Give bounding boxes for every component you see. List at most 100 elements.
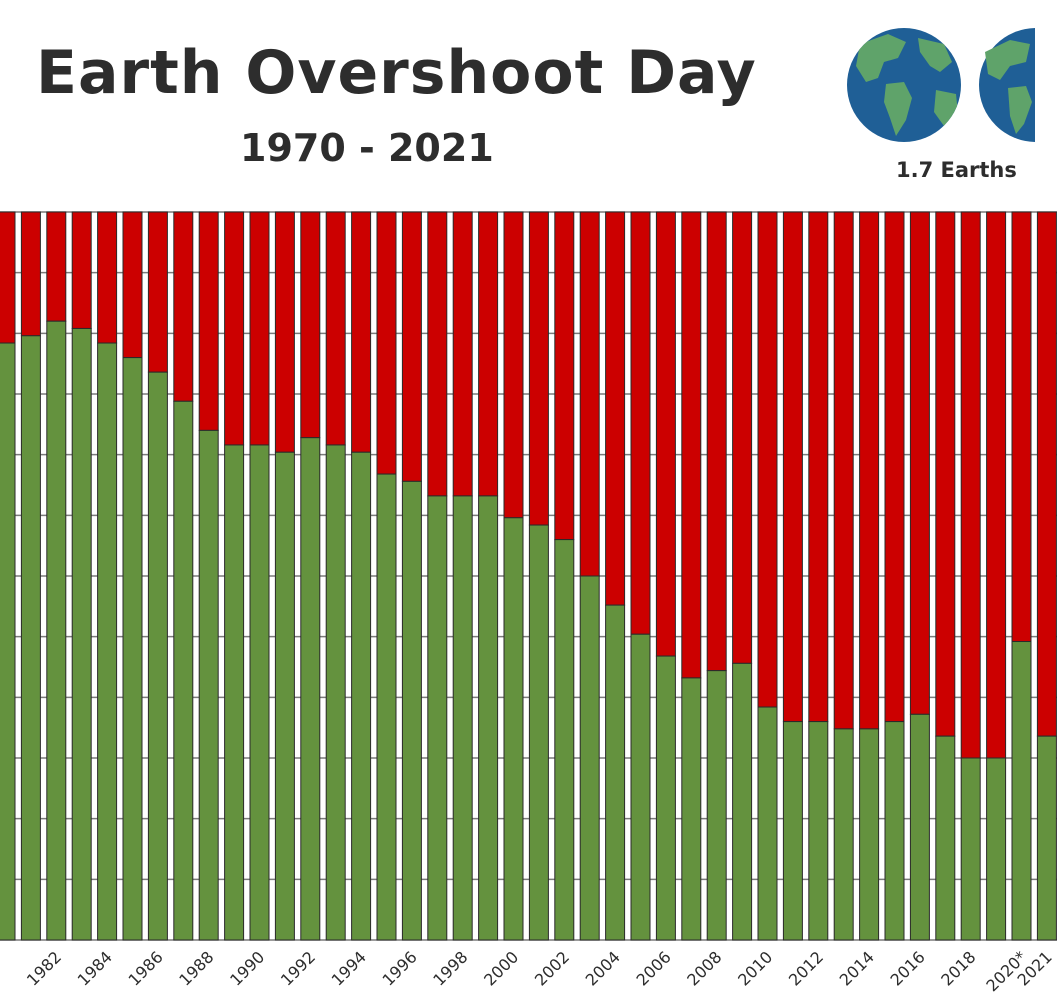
chart-subtitle: 1970 - 2021 (240, 126, 494, 170)
x-tick-label: 2014 (836, 947, 878, 989)
bar-green-2000 (503, 517, 524, 941)
bar-green-2003 (579, 575, 600, 941)
x-tick-label: 1992 (277, 947, 319, 989)
x-tick-label: 2000 (480, 947, 522, 989)
bar-red-1990 (249, 211, 270, 446)
bar-red-2006 (655, 211, 676, 657)
bar-green-2004 (605, 604, 626, 941)
bar-green-2017 (935, 735, 956, 941)
bar-green-2012 (808, 721, 829, 941)
x-tick-label: 1984 (74, 947, 116, 989)
bar-red-2009 (732, 211, 753, 664)
bar-red-1987 (173, 211, 194, 402)
bar-red-2005 (630, 211, 651, 635)
bar-green-1993 (325, 444, 346, 941)
bar-red-2020* (1011, 211, 1032, 643)
bar-red-2004 (605, 211, 626, 606)
bar-green-1982 (46, 320, 67, 941)
bar-red-1989 (224, 211, 245, 446)
bar-green-1988 (198, 429, 219, 941)
bar-red-2017 (935, 211, 956, 737)
x-tick-label: 1982 (23, 947, 65, 989)
bar-red-1996 (401, 211, 422, 482)
bar-red-2011 (782, 211, 803, 723)
bar-red-1985 (122, 211, 143, 359)
bar-red-2008 (706, 211, 727, 672)
x-tick-label: 2008 (683, 947, 725, 989)
bar-green-2009 (732, 662, 753, 941)
bar-green-2005 (630, 633, 651, 941)
bar-red-1982 (46, 211, 67, 322)
x-tick-label: 1998 (429, 947, 471, 989)
bar-green-2002 (554, 539, 575, 941)
x-tick-label: 1996 (379, 947, 421, 989)
bar-red-1999 (478, 211, 499, 497)
bar-red-1984 (97, 211, 118, 344)
x-tick-label: 1990 (226, 947, 268, 989)
bar-green-1989 (224, 444, 245, 941)
x-tick-label: 2012 (785, 947, 827, 989)
bar-red-1992 (300, 211, 321, 439)
bar-red-1991 (274, 211, 295, 453)
bar-red-2003 (579, 211, 600, 577)
earths-illustration (847, 28, 1035, 142)
bar-red-2014 (859, 211, 880, 730)
bar-green-1985 (122, 357, 143, 941)
x-tick-label: 1994 (328, 947, 370, 989)
x-tick-label: 1988 (175, 947, 217, 989)
bar-green-1992 (300, 437, 321, 941)
bar-green-1984 (97, 342, 118, 941)
bar-red-2000 (503, 211, 524, 519)
bar-red-1997 (427, 211, 448, 497)
bar-green-2015 (884, 721, 905, 941)
bar-red-1986 (147, 211, 168, 373)
bar-green-2019 (986, 757, 1007, 941)
bar-green-2020* (1011, 641, 1032, 941)
bar-green-2001 (528, 524, 549, 941)
bar-green-1997 (427, 495, 448, 941)
x-tick-label: 2016 (887, 947, 929, 989)
bar-red-2015 (884, 211, 905, 723)
bar-red-1993 (325, 211, 346, 446)
bar-green-1983 (71, 327, 92, 941)
bar-red-1998 (452, 211, 473, 497)
bar-red-2016 (909, 211, 930, 715)
bar-red-1988 (198, 211, 219, 431)
bar-green-1996 (401, 480, 422, 941)
bar-green-1987 (173, 400, 194, 941)
earth-globe-icon (979, 28, 1035, 142)
bar-red-1981 (20, 211, 41, 337)
bar-green-1998 (452, 495, 473, 941)
bar-green-2018 (960, 757, 981, 941)
bar-red-2018 (960, 211, 981, 759)
bar-green-2013 (833, 728, 854, 941)
bar-green-2008 (706, 670, 727, 941)
bar-red-2010 (757, 211, 778, 708)
bar-green-1994 (351, 451, 372, 941)
bar-red-1983 (71, 211, 92, 329)
bar-red-1994 (351, 211, 372, 453)
bar-red-2007 (681, 211, 702, 679)
bar-green-1986 (147, 371, 168, 941)
bar-green-1999 (478, 495, 499, 941)
bar-red-2002 (554, 211, 575, 541)
bar-red-1980 (0, 211, 16, 344)
bar-green-1981 (20, 335, 41, 941)
x-tick-label: 2004 (582, 947, 624, 989)
bar-green-2007 (681, 677, 702, 941)
bar-green-1995 (376, 473, 397, 941)
bar-green-1980 (0, 342, 16, 941)
chart-title: Earth Overshoot Day (36, 38, 757, 108)
bar-green-1990 (249, 444, 270, 941)
x-tick-label: 2010 (734, 947, 776, 989)
earths-label: 1.7 Earths (896, 158, 1017, 182)
bar-green-2021 (1036, 735, 1057, 941)
bar-red-2001 (528, 211, 549, 526)
bar-green-2006 (655, 655, 676, 941)
bar-green-2010 (757, 706, 778, 941)
bar-red-1995 (376, 211, 397, 475)
bar-red-2012 (808, 211, 829, 723)
x-tick-label: 2018 (937, 947, 979, 989)
bar-green-2016 (909, 713, 930, 941)
